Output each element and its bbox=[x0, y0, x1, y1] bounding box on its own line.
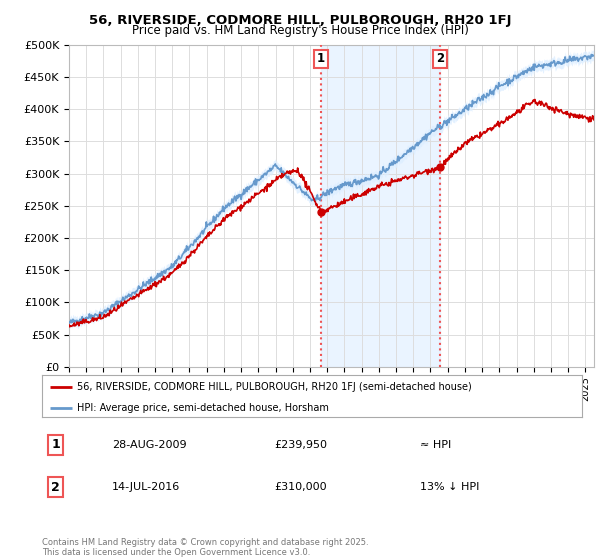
Text: £310,000: £310,000 bbox=[274, 483, 327, 492]
Text: 28-AUG-2009: 28-AUG-2009 bbox=[112, 440, 187, 450]
Text: 2: 2 bbox=[51, 481, 60, 494]
Text: 56, RIVERSIDE, CODMORE HILL, PULBOROUGH, RH20 1FJ (semi-detached house): 56, RIVERSIDE, CODMORE HILL, PULBOROUGH,… bbox=[77, 382, 472, 392]
Text: 2: 2 bbox=[436, 53, 444, 66]
Text: Price paid vs. HM Land Registry's House Price Index (HPI): Price paid vs. HM Land Registry's House … bbox=[131, 24, 469, 36]
Text: 1: 1 bbox=[317, 53, 325, 66]
Text: 1: 1 bbox=[51, 438, 60, 451]
Text: HPI: Average price, semi-detached house, Horsham: HPI: Average price, semi-detached house,… bbox=[77, 403, 329, 413]
Text: £239,950: £239,950 bbox=[274, 440, 327, 450]
Bar bbox=[321, 45, 440, 367]
Text: 14-JUL-2016: 14-JUL-2016 bbox=[112, 483, 181, 492]
Text: 56, RIVERSIDE, CODMORE HILL, PULBOROUGH, RH20 1FJ: 56, RIVERSIDE, CODMORE HILL, PULBOROUGH,… bbox=[89, 14, 511, 27]
Text: Contains HM Land Registry data © Crown copyright and database right 2025.
This d: Contains HM Land Registry data © Crown c… bbox=[42, 538, 368, 557]
Text: ≈ HPI: ≈ HPI bbox=[420, 440, 451, 450]
Text: 13% ↓ HPI: 13% ↓ HPI bbox=[420, 483, 479, 492]
